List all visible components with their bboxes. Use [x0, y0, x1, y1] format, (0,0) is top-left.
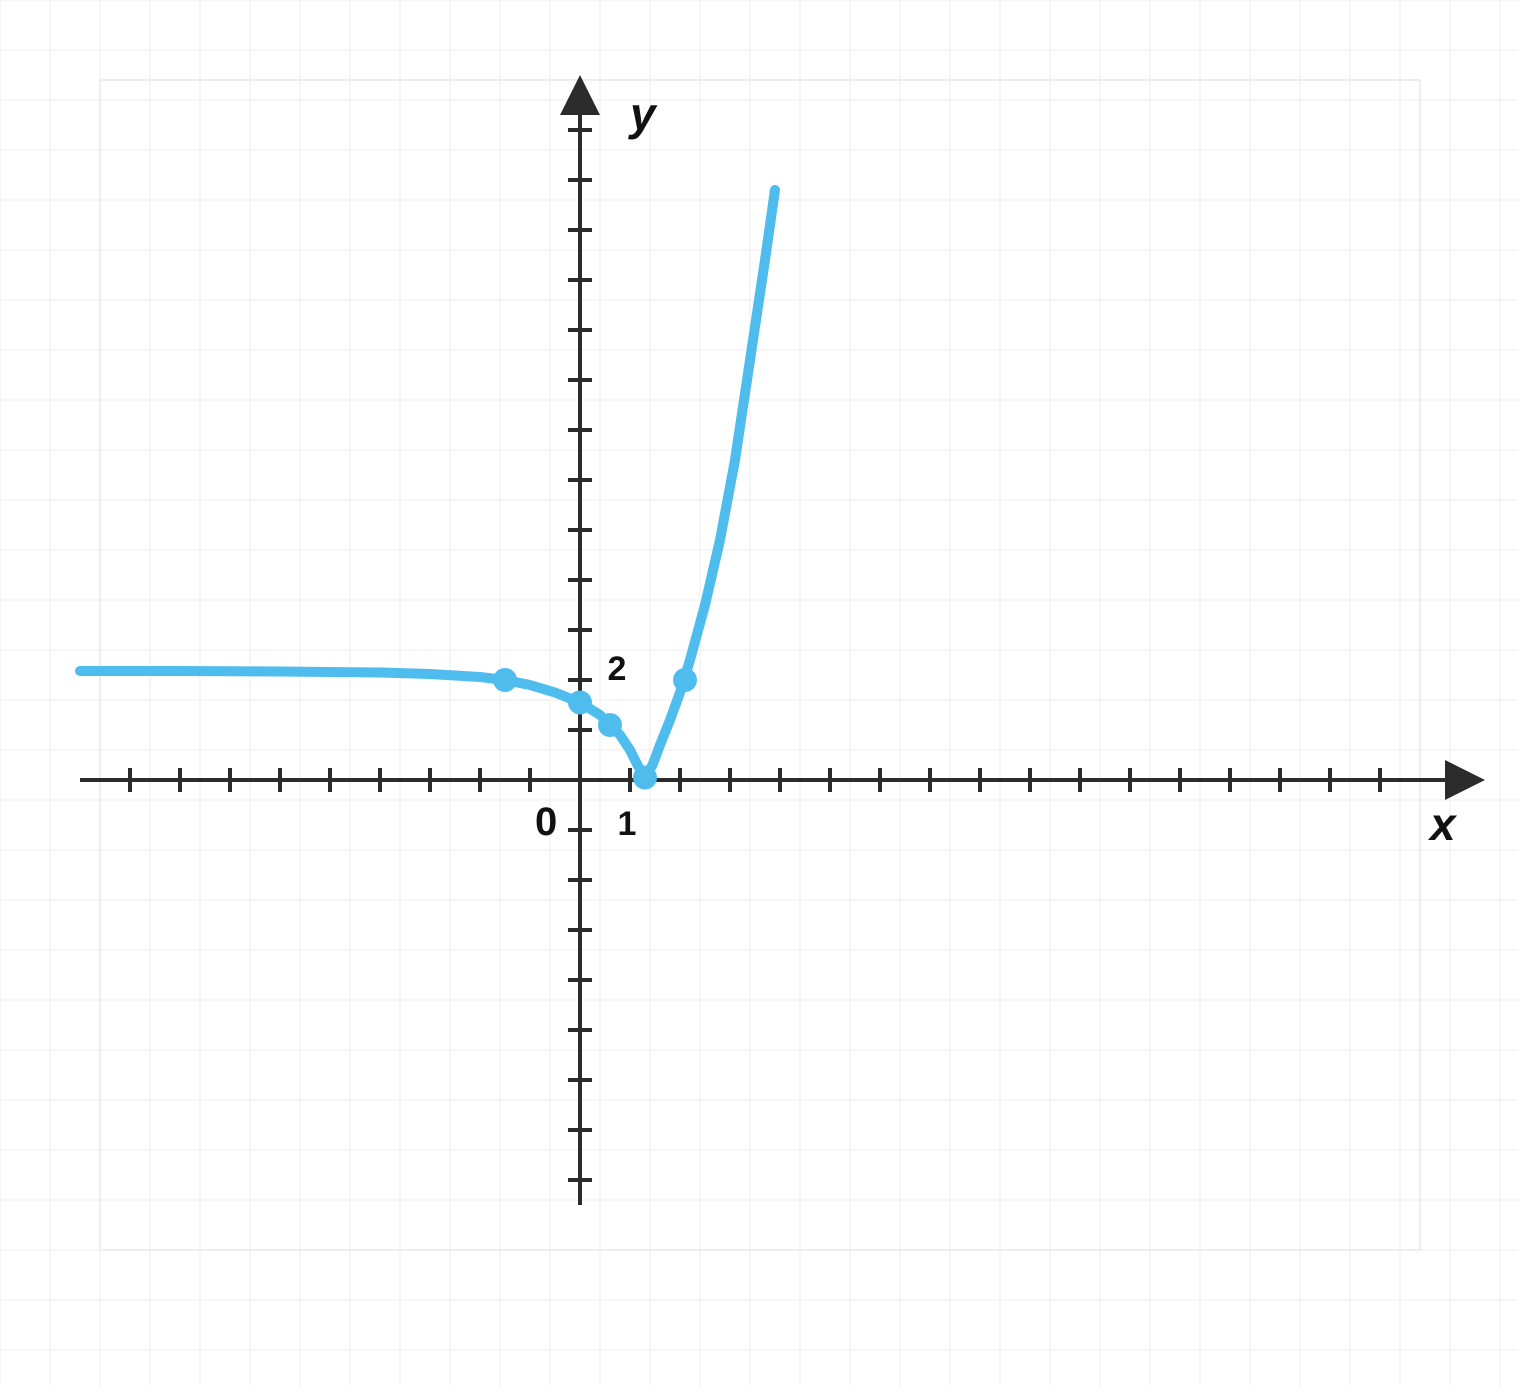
curve-marker	[633, 766, 657, 790]
curve-marker	[598, 713, 622, 737]
chart-background	[0, 0, 1518, 1386]
x-axis-label: x	[1427, 798, 1458, 850]
ytick-2-label: 2	[608, 650, 627, 688]
curve-marker	[673, 668, 697, 692]
curve-marker	[568, 691, 592, 715]
chart-svg: y x 0 1 2	[0, 0, 1518, 1386]
chart-container: y x 0 1 2	[0, 0, 1518, 1386]
xtick-1-label: 1	[618, 805, 637, 843]
y-axis-label: y	[628, 88, 658, 140]
curve-marker	[493, 668, 517, 692]
origin-label: 0	[535, 800, 557, 844]
